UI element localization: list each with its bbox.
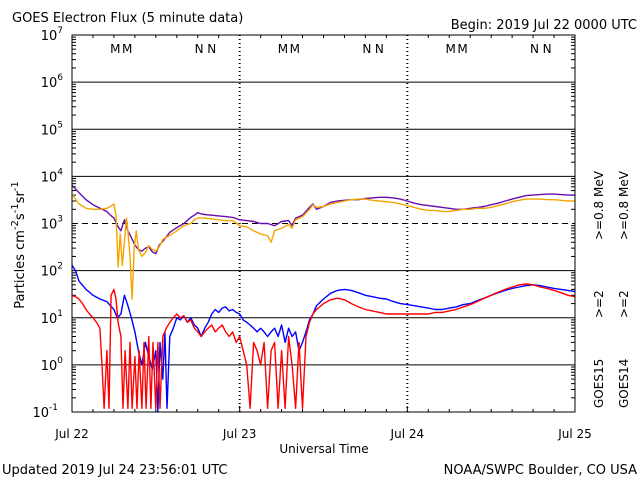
- event-marker: M: [445, 42, 455, 56]
- event-marker: M: [110, 42, 120, 56]
- series-g14_2: [71, 283, 576, 409]
- grid-lines: [72, 36, 575, 399]
- y-tick-label: 106: [41, 73, 64, 91]
- legend-goes15-2: >=2: [592, 290, 606, 318]
- plot-frame: [71, 34, 576, 413]
- begin-time: Begin: 2019 Jul 22 0000 UTC: [451, 18, 637, 33]
- legend-goes15-08: >=0.8 MeV: [592, 170, 606, 240]
- legend-goes15: GOES15: [592, 359, 606, 408]
- y-tick-label: 105: [41, 120, 63, 138]
- series-layer: [71, 184, 576, 413]
- updated-time: Updated 2019 Jul 24 23:56:01 UTC: [2, 463, 227, 478]
- series-g15_08: [71, 184, 575, 255]
- x-tick-label: Jul 22: [54, 427, 89, 441]
- chart-title: GOES Electron Flux (5 minute data): [12, 11, 243, 26]
- x-tick-label: Jul 25: [557, 427, 592, 441]
- event-marker: N: [207, 42, 216, 56]
- y-tick-labels: 10-1 100 101 102 103 104 105 106 107: [32, 26, 63, 421]
- right-legend: >=0.8 MeV >=0.8 MeV >=2 >=2 GOES15 GOES1…: [592, 170, 631, 408]
- event-marker: N: [362, 42, 371, 56]
- event-marker: M: [457, 42, 467, 56]
- y-tick-label: 103: [41, 215, 63, 233]
- legend-goes14: GOES14: [617, 359, 631, 408]
- y-tick-label: 104: [41, 167, 64, 185]
- event-marker: M: [278, 42, 288, 56]
- event-marker: N: [530, 42, 539, 56]
- y-tick-label: 100: [41, 356, 64, 374]
- event-marker: N: [543, 42, 552, 56]
- x-tick-label: Jul 24: [390, 427, 425, 441]
- x-tick-label: Jul 23: [222, 427, 257, 441]
- y-tick-label: 107: [41, 26, 63, 44]
- x-axis-label: Universal Time: [279, 442, 368, 456]
- y-tick-label: 101: [41, 309, 63, 327]
- event-marker: M: [122, 42, 132, 56]
- legend-goes14-08: >=0.8 MeV: [617, 170, 631, 240]
- event-marker: M: [290, 42, 300, 56]
- event-marker: N: [195, 42, 204, 56]
- series-g15_2: [71, 264, 576, 413]
- svg-text:Particles cm-2s-1sr-1: Particles cm-2s-1sr-1: [10, 181, 28, 309]
- y-tick-label: 10-1: [32, 403, 58, 421]
- event-marker: N: [375, 42, 384, 56]
- y-tick-label: 102: [41, 262, 63, 280]
- credit: NOAA/SWPC Boulder, CO USA: [444, 463, 637, 478]
- series-g14_08: [71, 193, 575, 300]
- y-axis-label: Particles cm-2s-1sr-1: [10, 181, 28, 309]
- legend-goes14-2: >=2: [617, 290, 631, 318]
- x-tick-labels: Jul 22 Jul 23 Jul 24 Jul 25: [54, 427, 592, 441]
